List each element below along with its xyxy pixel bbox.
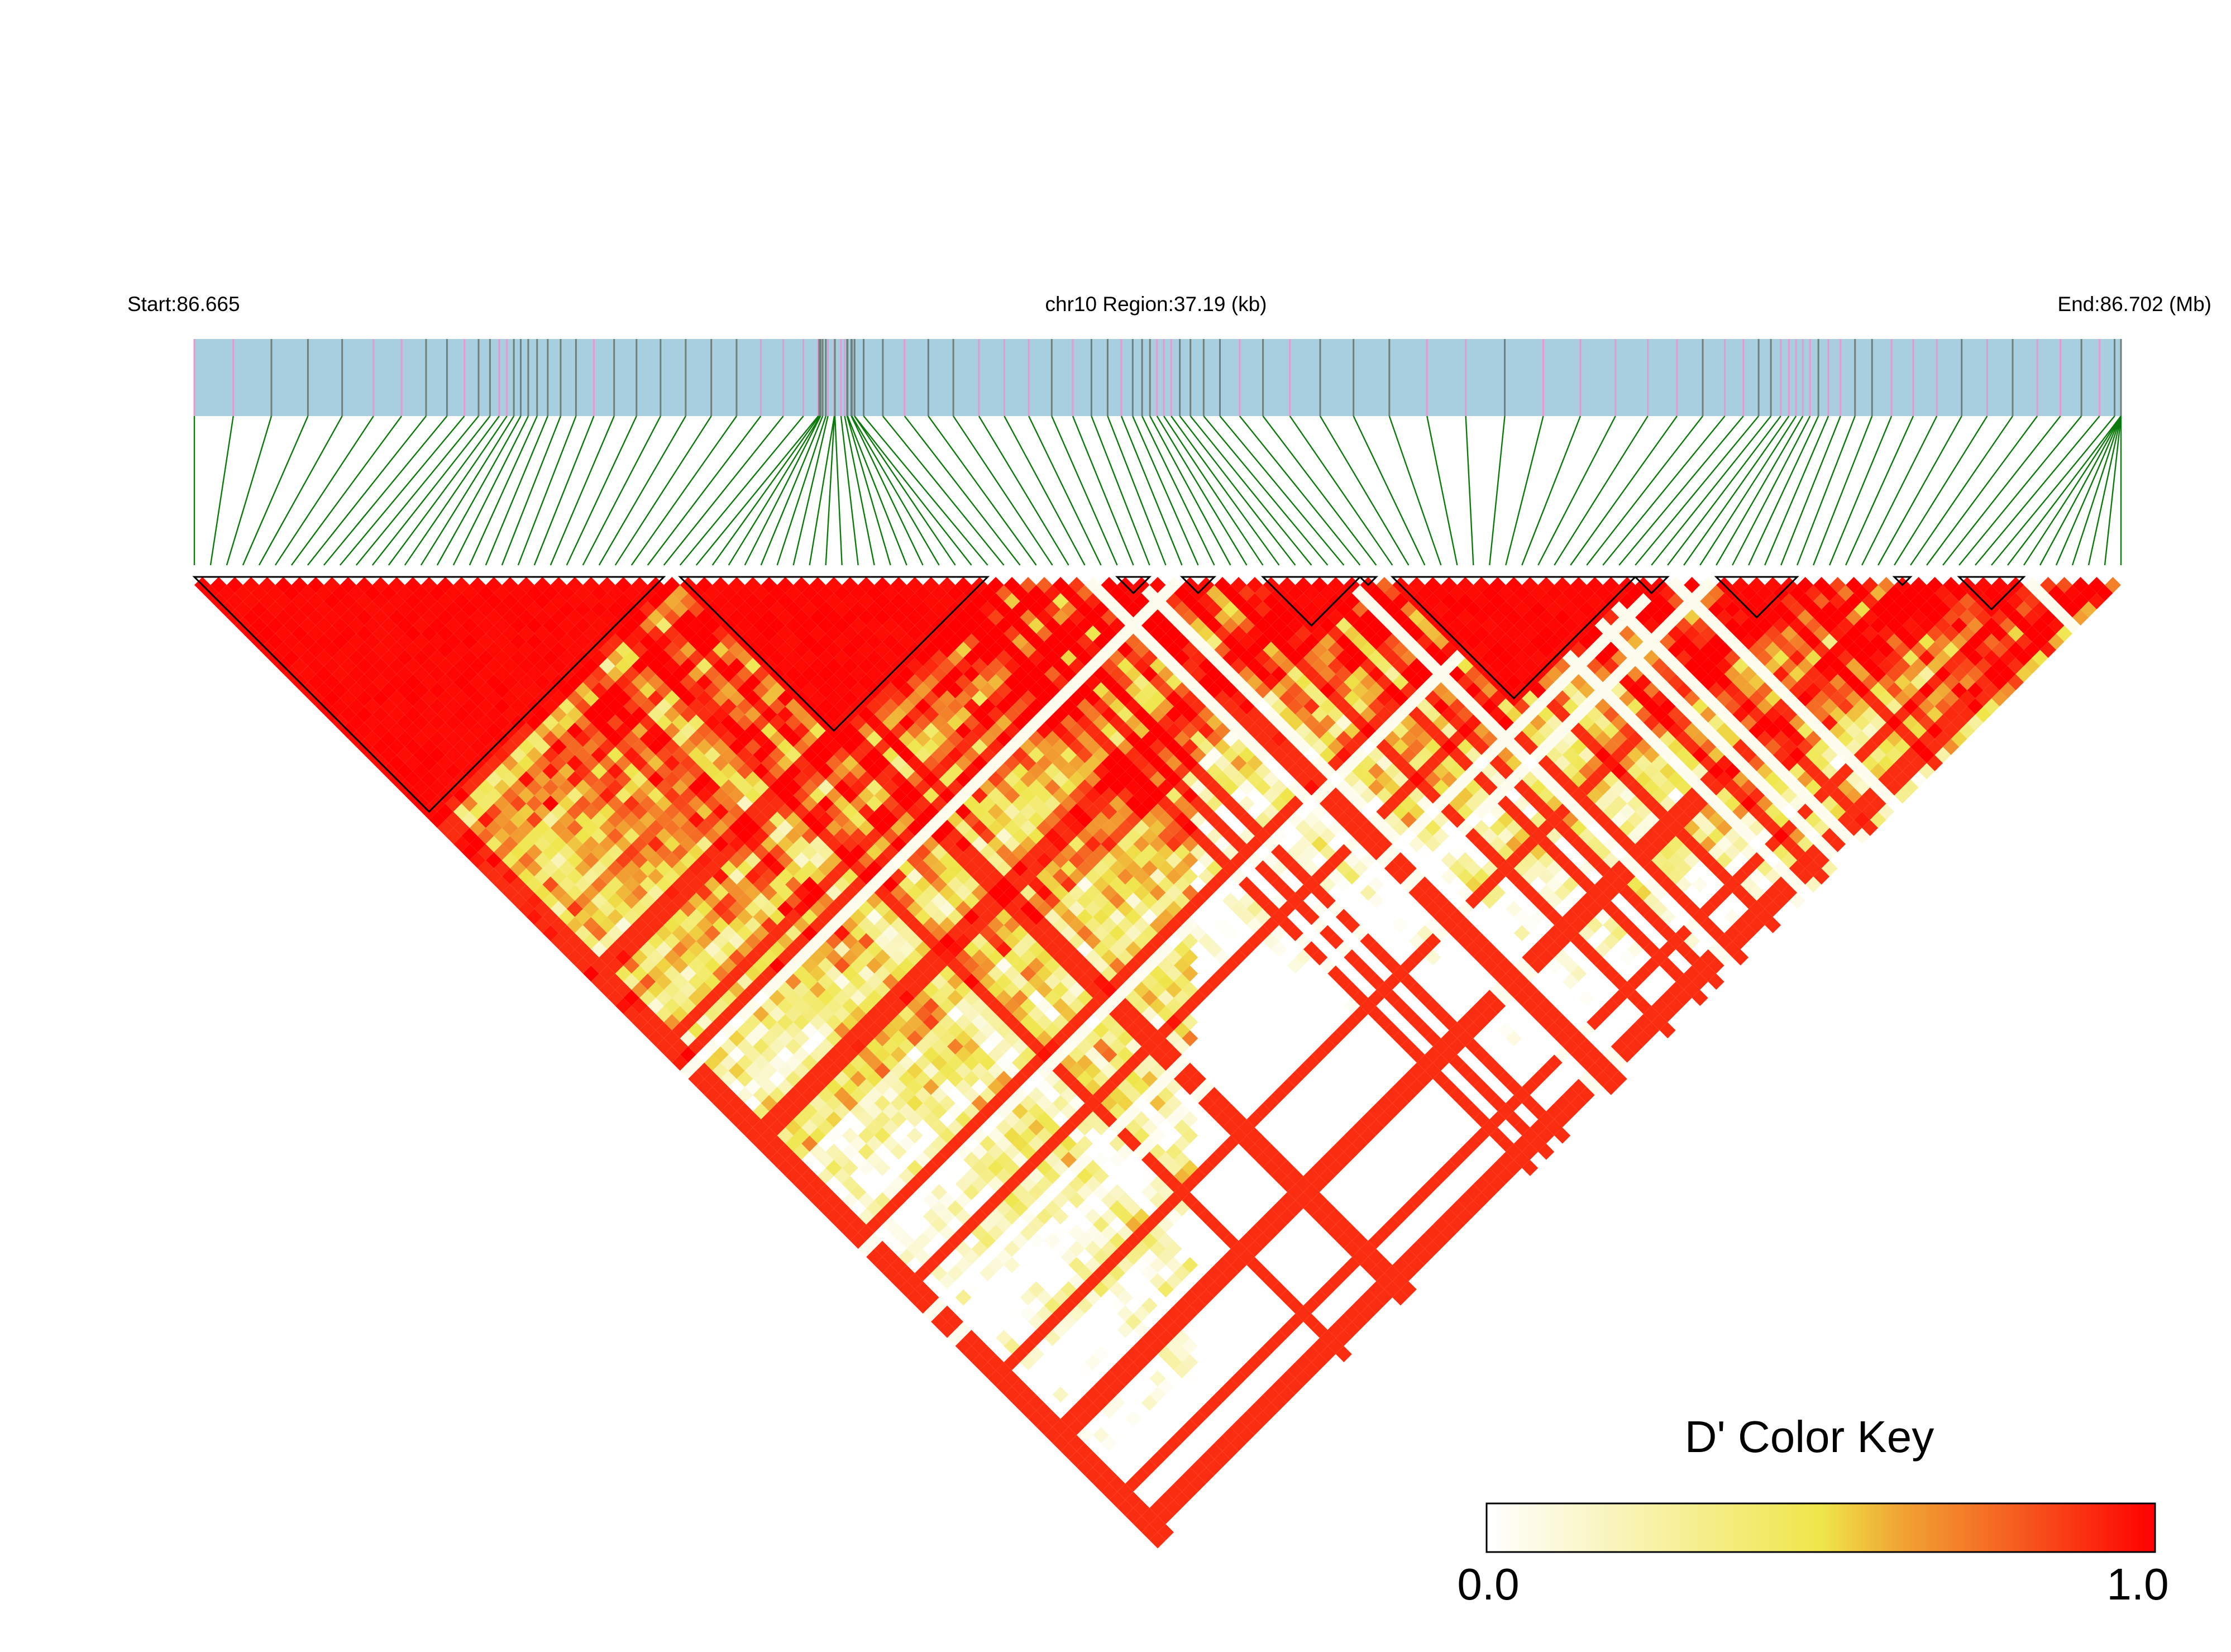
snp-connector-line: [1651, 416, 1771, 565]
snp-connector-line: [389, 416, 499, 565]
snp-connector-line: [1506, 416, 1543, 565]
snp-connector-line: [794, 416, 828, 565]
start-label: Start:86.665: [127, 293, 240, 316]
snp-connector-line: [308, 416, 426, 565]
snp-connector-line: [1813, 416, 1872, 565]
snp-connector-line: [1603, 416, 1724, 565]
snp-connector-line: [1829, 416, 1891, 565]
snp-connector-line: [854, 416, 971, 565]
snp-connector-line: [1073, 416, 1134, 565]
snp-connector-line: [1157, 416, 1247, 565]
snp-connector-line: [2008, 416, 2121, 565]
snp-connector-line: [1121, 416, 1182, 565]
snp-connector-line: [437, 416, 521, 565]
region-label: chr10 Region:37.19 (kb): [1045, 293, 1267, 316]
snp-connector-line: [1180, 416, 1296, 565]
snp-connector-line: [1732, 416, 1810, 565]
ld-heatmap-cells: [194, 577, 2121, 1549]
snp-connector-line: [1554, 416, 1647, 565]
snp-connector-line: [883, 416, 1004, 565]
snp-connector-line: [1029, 416, 1101, 565]
snp-connector-line: [567, 416, 637, 565]
snp-connector-line: [848, 416, 907, 565]
snp-connector-line: [1052, 416, 1117, 565]
snp-connector-line: [2056, 416, 2121, 565]
snp-connector-lines: [194, 416, 2121, 565]
snp-connector-line: [2024, 416, 2121, 565]
snp-connector-line: [356, 416, 479, 565]
snp-connector-line: [632, 416, 737, 565]
snp-connector-line: [583, 416, 661, 565]
end-label: End:86.702 (Mb): [2057, 293, 2211, 316]
snp-connector-line: [1894, 416, 1987, 565]
snp-connector-line: [259, 416, 342, 565]
snp-connector-line: [648, 416, 761, 565]
snp-connector-line: [421, 416, 514, 565]
snp-connector-line: [696, 416, 819, 565]
snp-connector-line: [745, 416, 821, 565]
snp-connector-line: [1943, 416, 2061, 565]
snp-connector-line: [1466, 416, 1474, 565]
snp-connector-line: [211, 416, 233, 565]
snp-connector-line: [1263, 416, 1377, 565]
snp-connector-line: [1004, 416, 1085, 565]
snp-connector-line: [405, 416, 507, 565]
snp-connector-line: [1570, 416, 1677, 565]
snp-connector-line: [227, 416, 271, 565]
snp-connector-line: [1797, 416, 1855, 565]
snp-connector-line: [1203, 416, 1327, 565]
snp-connector-line: [1522, 416, 1580, 565]
snp-connector-line: [1220, 416, 1344, 565]
snp-connector-line: [243, 416, 308, 565]
snp-connector-line: [1635, 416, 1759, 565]
snp-connector-line: [1700, 416, 1796, 565]
snp-connector-line: [2105, 416, 2121, 565]
snp-connector-line: [1091, 416, 1149, 565]
snp-connector-line: [502, 416, 561, 565]
snp-connector-line: [1107, 416, 1165, 565]
snp-connector-line: [1389, 416, 1441, 565]
snp-connector-line: [534, 416, 594, 565]
snp-connector-line: [835, 416, 842, 565]
snp-connector-line: [1240, 416, 1360, 565]
snp-connector-line: [1489, 416, 1504, 565]
snp-connector-line: [1191, 416, 1312, 565]
snp-connector-line: [615, 416, 711, 565]
snp-connector-line: [928, 416, 1036, 565]
snp-connector-line: [1150, 416, 1230, 565]
snp-connector-line: [1878, 416, 1962, 565]
snp-connector-line: [847, 416, 891, 565]
snp-connector-line: [551, 416, 614, 565]
snp-connector-line: [1765, 416, 1828, 565]
snp-connector-line: [1684, 416, 1789, 565]
snp-connector-line: [599, 416, 686, 565]
snp-connector-line: [372, 416, 490, 565]
snp-connector-line: [979, 416, 1069, 565]
snp-connector-line: [1427, 416, 1457, 565]
snp-connector-line: [1171, 416, 1279, 565]
snp-connector-line: [1133, 416, 1198, 565]
snp-connector-line: [1846, 416, 1913, 565]
